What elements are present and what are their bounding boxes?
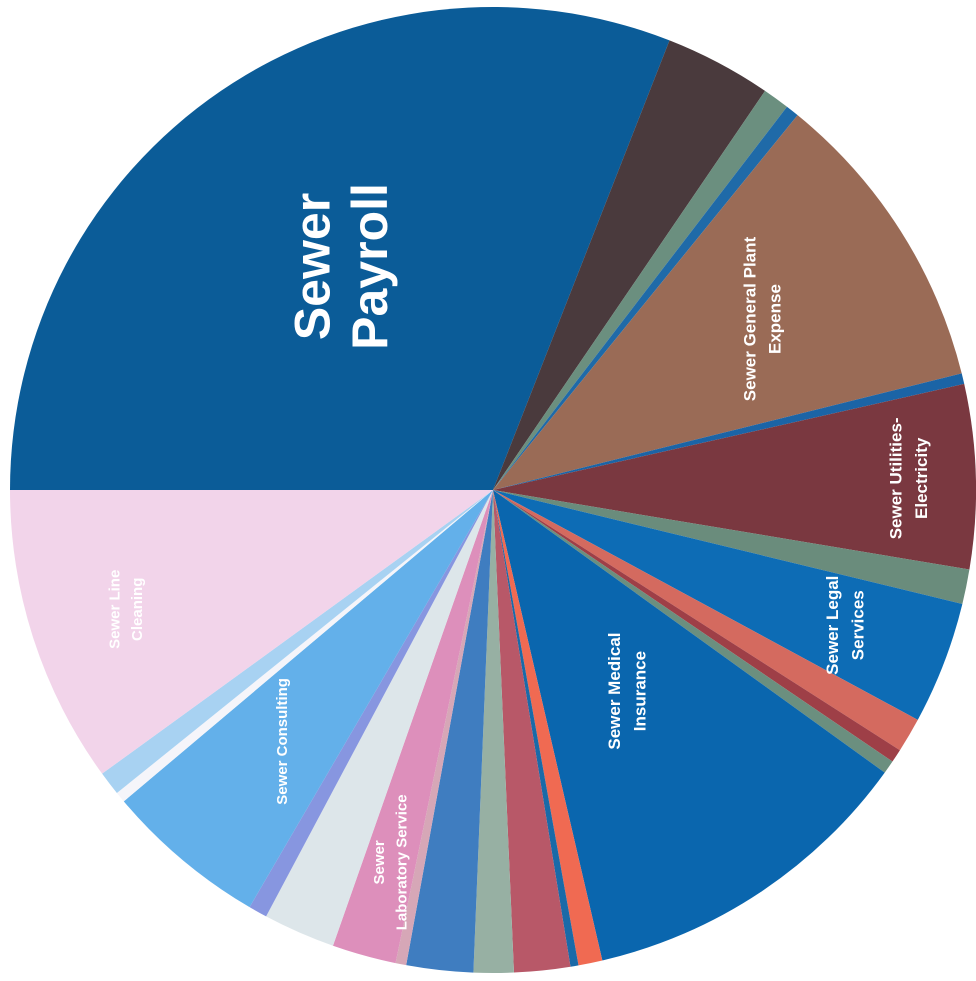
pie-slices [10,7,976,974]
pie-label-sewer-legal-services: Sewer Legal Services [823,576,868,675]
pie-slice-unlabeled-10 [493,490,900,762]
pie-label-sewer-payroll: SewerPayroll [284,183,398,350]
pie-slice-unlabeled-3 [493,106,798,491]
pie-label-line: Expense [766,284,785,354]
pie-label-line: Sewer [284,193,340,340]
pie-label-line: Laboratory Service [393,794,410,930]
pie-label-line: Payroll [342,183,398,350]
pie-label-line: Sewer Utilities- [886,417,905,539]
pie-label-sewer-line-cleaning: Sewer Line Cleaning [106,570,146,649]
pie-slice-unlabeled-2 [493,90,787,491]
pie-label-line: Electricity [912,437,931,519]
pie-label-line: Sewer Line [106,570,123,649]
pie-slice-sewer-line-cleaning [10,490,493,774]
pie-label-line: Sewer General Plant [740,236,759,401]
pie-label-sewer-medical-insurance: Sewer Medical Insurance [605,632,650,749]
pie-labels: SewerPayroll Sewer General Plant ExpenseSe… [106,183,930,930]
pie-slice-unlabeled-1 [493,40,766,491]
pie-slice-unlabeled-13 [493,490,603,966]
pie-label-line: Sewer Consulting [274,678,291,805]
pie-slice-unlabeled-21 [249,490,493,917]
pie-slice-sewer-laboratory-service [332,490,493,964]
pie-slice-sewer-legal-services [493,490,963,720]
pie-slice-unlabeled-18 [395,490,493,966]
pie-slice-unlabeled-17 [406,490,493,973]
pie-slice-sewer-payroll [10,7,670,490]
pie-slice-unlabeled-14 [493,490,579,967]
pie-slice-sewer-general-plant-expense [493,115,962,490]
pie-slice-unlabeled-9 [493,490,918,751]
pie-label-sewer-utilities-electricity: Sewer Utilities- Electricity [886,417,931,539]
pie-slice-unlabeled-20 [266,490,493,946]
pie-slice-sewer-consulting [123,490,493,908]
pie-label-line: Sewer Legal [823,576,842,675]
pie-label-sewer-general-plant-expense: Sewer General Plant Expense [740,236,785,401]
pie-label-line: Cleaning [129,578,146,641]
pie-slice-unlabeled-5 [493,373,965,490]
pie-slice-sewer-utilities-electricity [493,383,976,570]
pie-slice-unlabeled-16 [473,490,514,974]
pie-label-line: Insurance [630,651,649,731]
pie-slice-unlabeled-11 [493,490,893,773]
pie-slice-unlabeled-23 [116,490,494,802]
pie-label-line: Sewer [371,840,388,884]
pie-label-sewer-laboratory-service: Sewer Laboratory Service [371,794,411,930]
pie-slice-unlabeled-7 [493,490,970,604]
pie-label-sewer-consulting: Sewer Consulting [274,678,291,805]
pie-slice-unlabeled-15 [493,490,571,973]
pie-label-line: Sewer Medical [605,632,624,749]
pie-label-line: Services [848,590,867,660]
pie-slice-sewer-medical-insurance [493,490,885,961]
pie-slice-unlabeled-24 [102,490,493,794]
